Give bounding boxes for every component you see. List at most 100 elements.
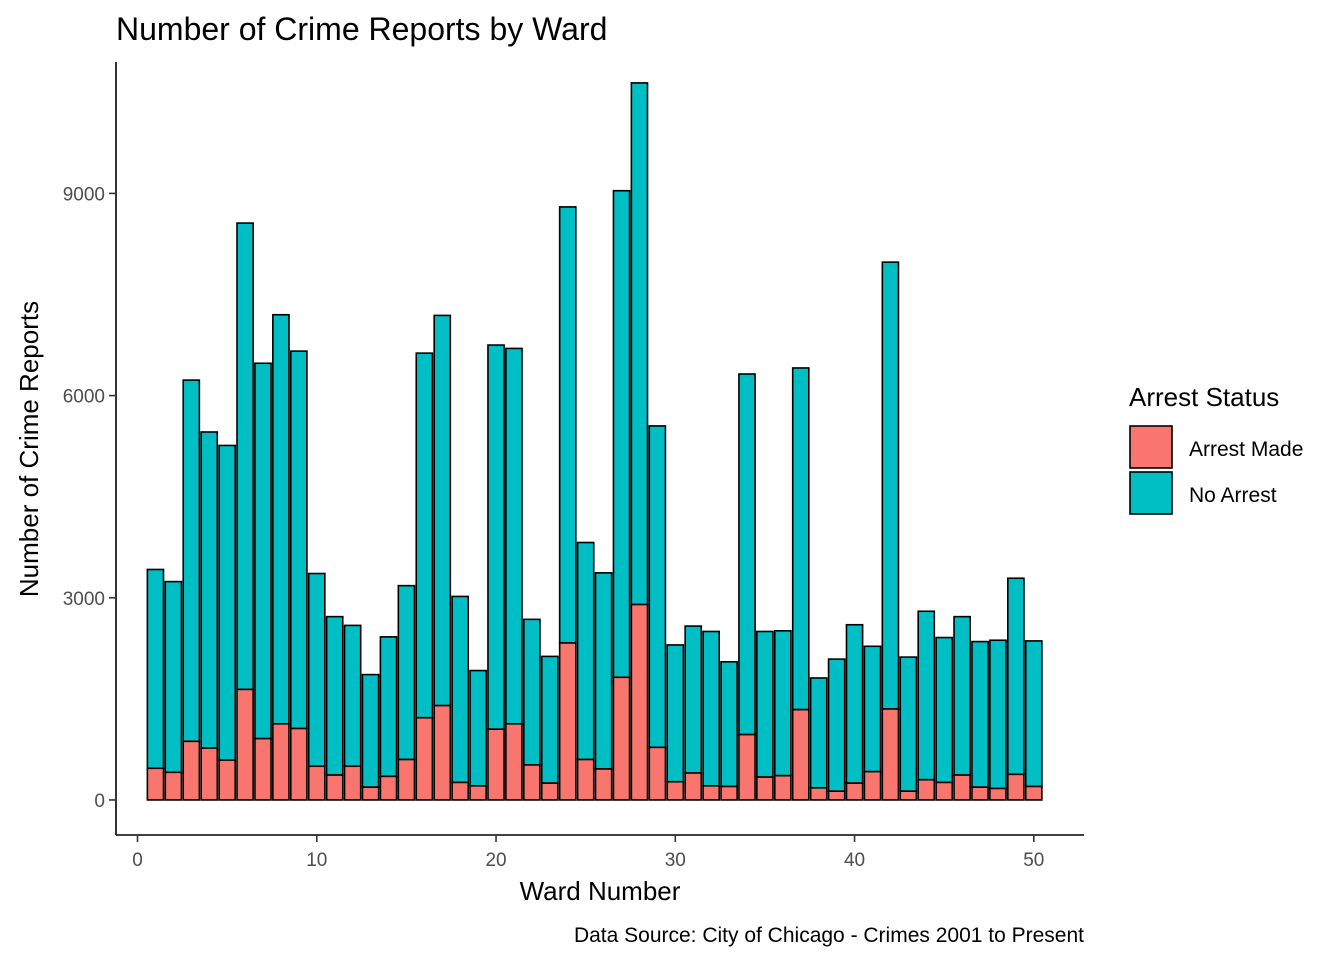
y-tick-label: 3000 [63, 589, 105, 610]
bar-no-arrest-ward-28 [630, 82, 649, 606]
y-tick-label: 0 [94, 791, 105, 812]
legend-key-arrest-made [1129, 425, 1173, 469]
bar-no-arrest-ward-3 [182, 379, 201, 743]
bar-no-arrest-ward-41 [863, 645, 882, 773]
bar-no-arrest-ward-50 [1024, 640, 1043, 788]
bar-no-arrest-ward-49 [1007, 577, 1025, 776]
bar-arrest-made-ward-31 [684, 772, 703, 801]
bar-no-arrest-ward-20 [487, 344, 505, 730]
bar-no-arrest-ward-10 [307, 572, 326, 768]
bar-arrest-made-ward-35 [756, 776, 774, 801]
x-axis-title: Ward Number [520, 876, 681, 906]
bar-no-arrest-ward-25 [576, 541, 595, 761]
x-tick-label: 20 [485, 850, 506, 871]
legend: Arrest Status Arrest Made No Arrest [1129, 382, 1303, 515]
bar-no-arrest-ward-38 [809, 677, 828, 789]
bar-arrest-made-ward-39 [827, 790, 846, 801]
bar-no-arrest-ward-21 [505, 347, 523, 725]
bar-no-arrest-ward-12 [343, 624, 362, 768]
bar-no-arrest-ward-7 [254, 362, 272, 740]
bar-arrest-made-ward-28 [630, 603, 649, 801]
x-tick-label: 10 [306, 850, 327, 871]
x-tick-label: 40 [844, 850, 865, 871]
bar-no-arrest-ward-47 [971, 640, 989, 788]
y-tick-label: 9000 [63, 184, 105, 205]
bar-arrest-made-ward-9 [289, 727, 308, 801]
y-ticks: 0 3000 6000 9000 [63, 184, 116, 812]
bar-arrest-made-ward-24 [558, 642, 577, 801]
bar-no-arrest-ward-8 [272, 313, 290, 725]
bar-no-arrest-ward-46 [953, 615, 971, 776]
bar-arrest-made-ward-5 [218, 759, 237, 801]
bar-no-arrest-ward-14 [379, 636, 398, 778]
bar-arrest-made-ward-44 [917, 778, 936, 801]
bar-arrest-made-ward-16 [415, 716, 434, 801]
bar-no-arrest-ward-15 [397, 584, 416, 761]
bar-no-arrest-ward-13 [361, 673, 380, 788]
bar-arrest-made-ward-38 [809, 787, 828, 801]
bar-no-arrest-ward-33 [720, 660, 738, 788]
bar-arrest-made-ward-4 [200, 747, 219, 801]
bar-no-arrest-ward-17 [433, 314, 452, 707]
bar-no-arrest-ward-18 [451, 595, 470, 784]
bar-no-arrest-ward-22 [523, 618, 541, 766]
bar-arrest-made-ward-40 [845, 782, 864, 801]
bar-no-arrest-ward-19 [469, 669, 487, 787]
bar-arrest-made-ward-13 [361, 786, 380, 801]
bar-no-arrest-ward-31 [684, 625, 703, 774]
x-tick-label: 30 [665, 850, 686, 871]
bar-arrest-made-ward-29 [648, 746, 667, 801]
bar-arrest-made-ward-42 [881, 708, 900, 801]
bar-arrest-made-ward-33 [720, 785, 738, 801]
bar-arrest-made-ward-41 [863, 770, 882, 801]
bar-arrest-made-ward-34 [738, 733, 756, 801]
bar-arrest-made-ward-45 [935, 781, 954, 801]
bar-no-arrest-ward-40 [845, 623, 864, 784]
bar-arrest-made-ward-37 [791, 708, 810, 801]
y-axis-title: Number of Crime Reports [14, 301, 44, 597]
bar-no-arrest-ward-42 [881, 261, 900, 710]
chart-caption: Data Source: City of Chicago - Crimes 20… [574, 924, 1084, 947]
bar-arrest-made-ward-36 [773, 774, 792, 801]
bar-arrest-made-ward-8 [272, 723, 290, 801]
bar-arrest-made-ward-6 [236, 688, 254, 801]
bar-no-arrest-ward-30 [666, 644, 685, 783]
bar-no-arrest-ward-9 [289, 350, 308, 730]
bar-no-arrest-ward-48 [989, 639, 1007, 790]
bar-arrest-made-ward-47 [971, 786, 989, 801]
bar-arrest-made-ward-17 [433, 704, 452, 801]
bar-arrest-made-ward-1 [146, 767, 165, 801]
bar-arrest-made-ward-26 [594, 768, 613, 801]
bar-no-arrest-ward-26 [594, 572, 613, 770]
axes [115, 62, 1084, 836]
bar-arrest-made-ward-7 [254, 737, 272, 801]
bar-arrest-made-ward-12 [343, 765, 362, 801]
bar-arrest-made-ward-3 [182, 740, 201, 801]
bar-arrest-made-ward-32 [702, 785, 721, 801]
bar-no-arrest-ward-4 [200, 431, 219, 749]
bar-no-arrest-ward-32 [702, 630, 721, 787]
chart-title: Number of Crime Reports by Ward [116, 11, 607, 47]
bar-arrest-made-ward-20 [487, 728, 505, 801]
bar-no-arrest-ward-16 [415, 352, 434, 719]
bar-no-arrest-ward-39 [827, 658, 846, 792]
x-tick-label: 50 [1023, 850, 1044, 871]
legend-label-no-arrest: No Arrest [1189, 484, 1277, 507]
bar-no-arrest-ward-23 [540, 655, 559, 784]
bar-no-arrest-ward-24 [558, 206, 577, 644]
bar-arrest-made-ward-21 [505, 723, 523, 801]
bar-no-arrest-ward-34 [738, 373, 756, 736]
bar-no-arrest-ward-5 [218, 444, 237, 761]
bar-no-arrest-ward-2 [164, 580, 183, 774]
bar-no-arrest-ward-43 [899, 656, 918, 792]
bar-arrest-made-ward-18 [451, 781, 470, 801]
bar-no-arrest-ward-1 [146, 568, 165, 770]
bar-arrest-made-ward-11 [325, 774, 344, 801]
bar-arrest-made-ward-30 [666, 780, 685, 801]
x-ticks: 0 10 20 30 40 50 [132, 835, 1044, 871]
bar-no-arrest-ward-11 [325, 615, 344, 776]
legend-key-no-arrest [1129, 471, 1173, 515]
legend-title: Arrest Status [1129, 382, 1279, 412]
bar-arrest-made-ward-10 [307, 765, 326, 801]
bar-no-arrest-ward-29 [648, 425, 667, 749]
